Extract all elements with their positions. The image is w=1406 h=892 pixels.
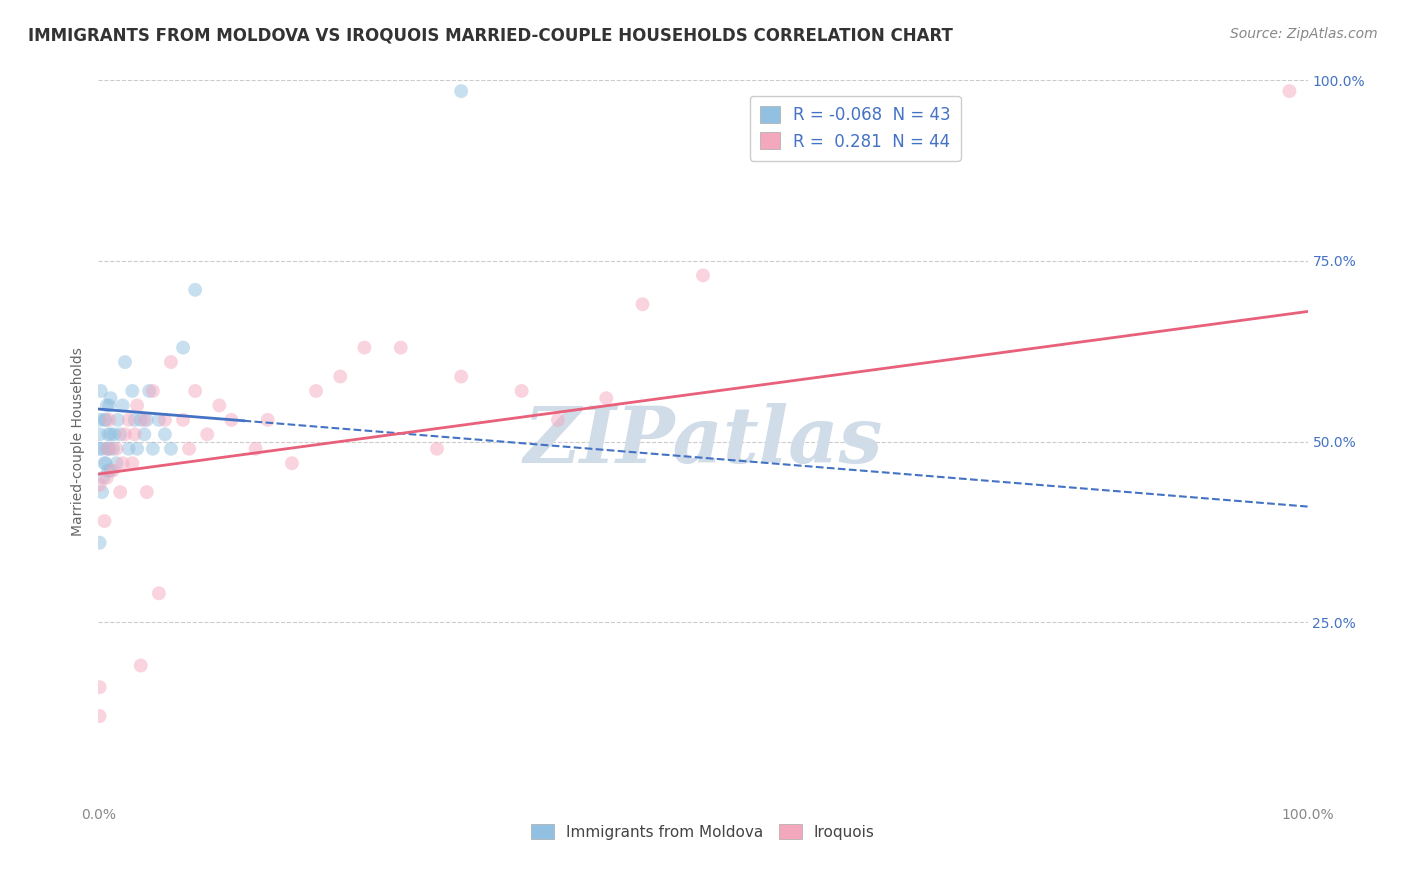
Point — [148, 586, 170, 600]
Point — [90, 384, 112, 398]
Point — [142, 384, 165, 398]
Point — [96, 470, 118, 484]
Point — [426, 442, 449, 456]
Point — [547, 413, 569, 427]
Point — [129, 413, 152, 427]
Point — [96, 398, 118, 412]
Point — [510, 384, 533, 398]
Point — [100, 463, 122, 477]
Point — [153, 413, 176, 427]
Text: Source: ZipAtlas.com: Source: ZipAtlas.com — [1230, 27, 1378, 41]
Point — [450, 84, 472, 98]
Point — [184, 283, 207, 297]
Point — [93, 456, 115, 470]
Point — [148, 413, 170, 427]
Point — [103, 427, 125, 442]
Point — [100, 427, 122, 442]
Point — [353, 341, 375, 355]
Point — [127, 442, 149, 456]
Y-axis label: Married-couple Households: Married-couple Households — [72, 347, 86, 536]
Point — [134, 413, 156, 427]
Point — [89, 535, 111, 549]
Point — [111, 398, 134, 412]
Point — [160, 355, 183, 369]
Point — [172, 413, 194, 427]
Point — [91, 485, 114, 500]
Point — [98, 398, 121, 412]
Text: ZIPatlas: ZIPatlas — [523, 403, 883, 480]
Point — [138, 384, 160, 398]
Point — [124, 413, 146, 427]
Point — [221, 413, 243, 427]
Point — [97, 463, 120, 477]
Point — [94, 456, 117, 470]
Point — [93, 413, 115, 427]
Point — [1278, 84, 1301, 98]
Point — [91, 442, 114, 456]
Point — [329, 369, 352, 384]
Point — [97, 442, 120, 456]
Point — [93, 514, 115, 528]
Point — [129, 658, 152, 673]
Point — [107, 413, 129, 427]
Point — [89, 442, 111, 456]
Point — [208, 398, 231, 412]
Point — [142, 442, 165, 456]
Point — [389, 341, 412, 355]
Point — [101, 463, 124, 477]
Point — [124, 427, 146, 442]
Text: IMMIGRANTS FROM MOLDOVA VS IROQUOIS MARRIED-COUPLE HOUSEHOLDS CORRELATION CHART: IMMIGRANTS FROM MOLDOVA VS IROQUOIS MARR… — [28, 27, 953, 45]
Point — [97, 427, 120, 442]
Point — [160, 442, 183, 456]
Point — [153, 427, 176, 442]
Point — [89, 427, 111, 442]
Point — [631, 297, 654, 311]
Point — [89, 680, 111, 694]
Point — [245, 442, 267, 456]
Point — [100, 391, 122, 405]
Point — [118, 442, 141, 456]
Point — [91, 470, 114, 484]
Point — [135, 413, 157, 427]
Point — [135, 485, 157, 500]
Point — [114, 427, 136, 442]
Point — [89, 478, 111, 492]
Point — [89, 413, 111, 427]
Point — [114, 355, 136, 369]
Point — [305, 384, 328, 398]
Point — [450, 369, 472, 384]
Point — [184, 384, 207, 398]
Point — [595, 391, 617, 405]
Point — [692, 268, 714, 283]
Legend: Immigrants from Moldova, Iroquois: Immigrants from Moldova, Iroquois — [524, 818, 882, 846]
Point — [96, 442, 118, 456]
Point — [134, 427, 156, 442]
Point — [105, 442, 128, 456]
Point — [108, 427, 131, 442]
Point — [121, 456, 143, 470]
Point — [108, 485, 131, 500]
Point — [105, 456, 128, 470]
Point — [281, 456, 304, 470]
Point — [172, 341, 194, 355]
Point — [94, 413, 117, 427]
Point — [101, 442, 124, 456]
Point — [98, 442, 121, 456]
Point — [256, 413, 278, 427]
Point — [118, 413, 141, 427]
Point — [121, 384, 143, 398]
Point — [179, 442, 201, 456]
Point — [89, 709, 111, 723]
Point — [111, 456, 134, 470]
Point — [127, 398, 149, 412]
Point — [195, 427, 218, 442]
Point — [98, 413, 121, 427]
